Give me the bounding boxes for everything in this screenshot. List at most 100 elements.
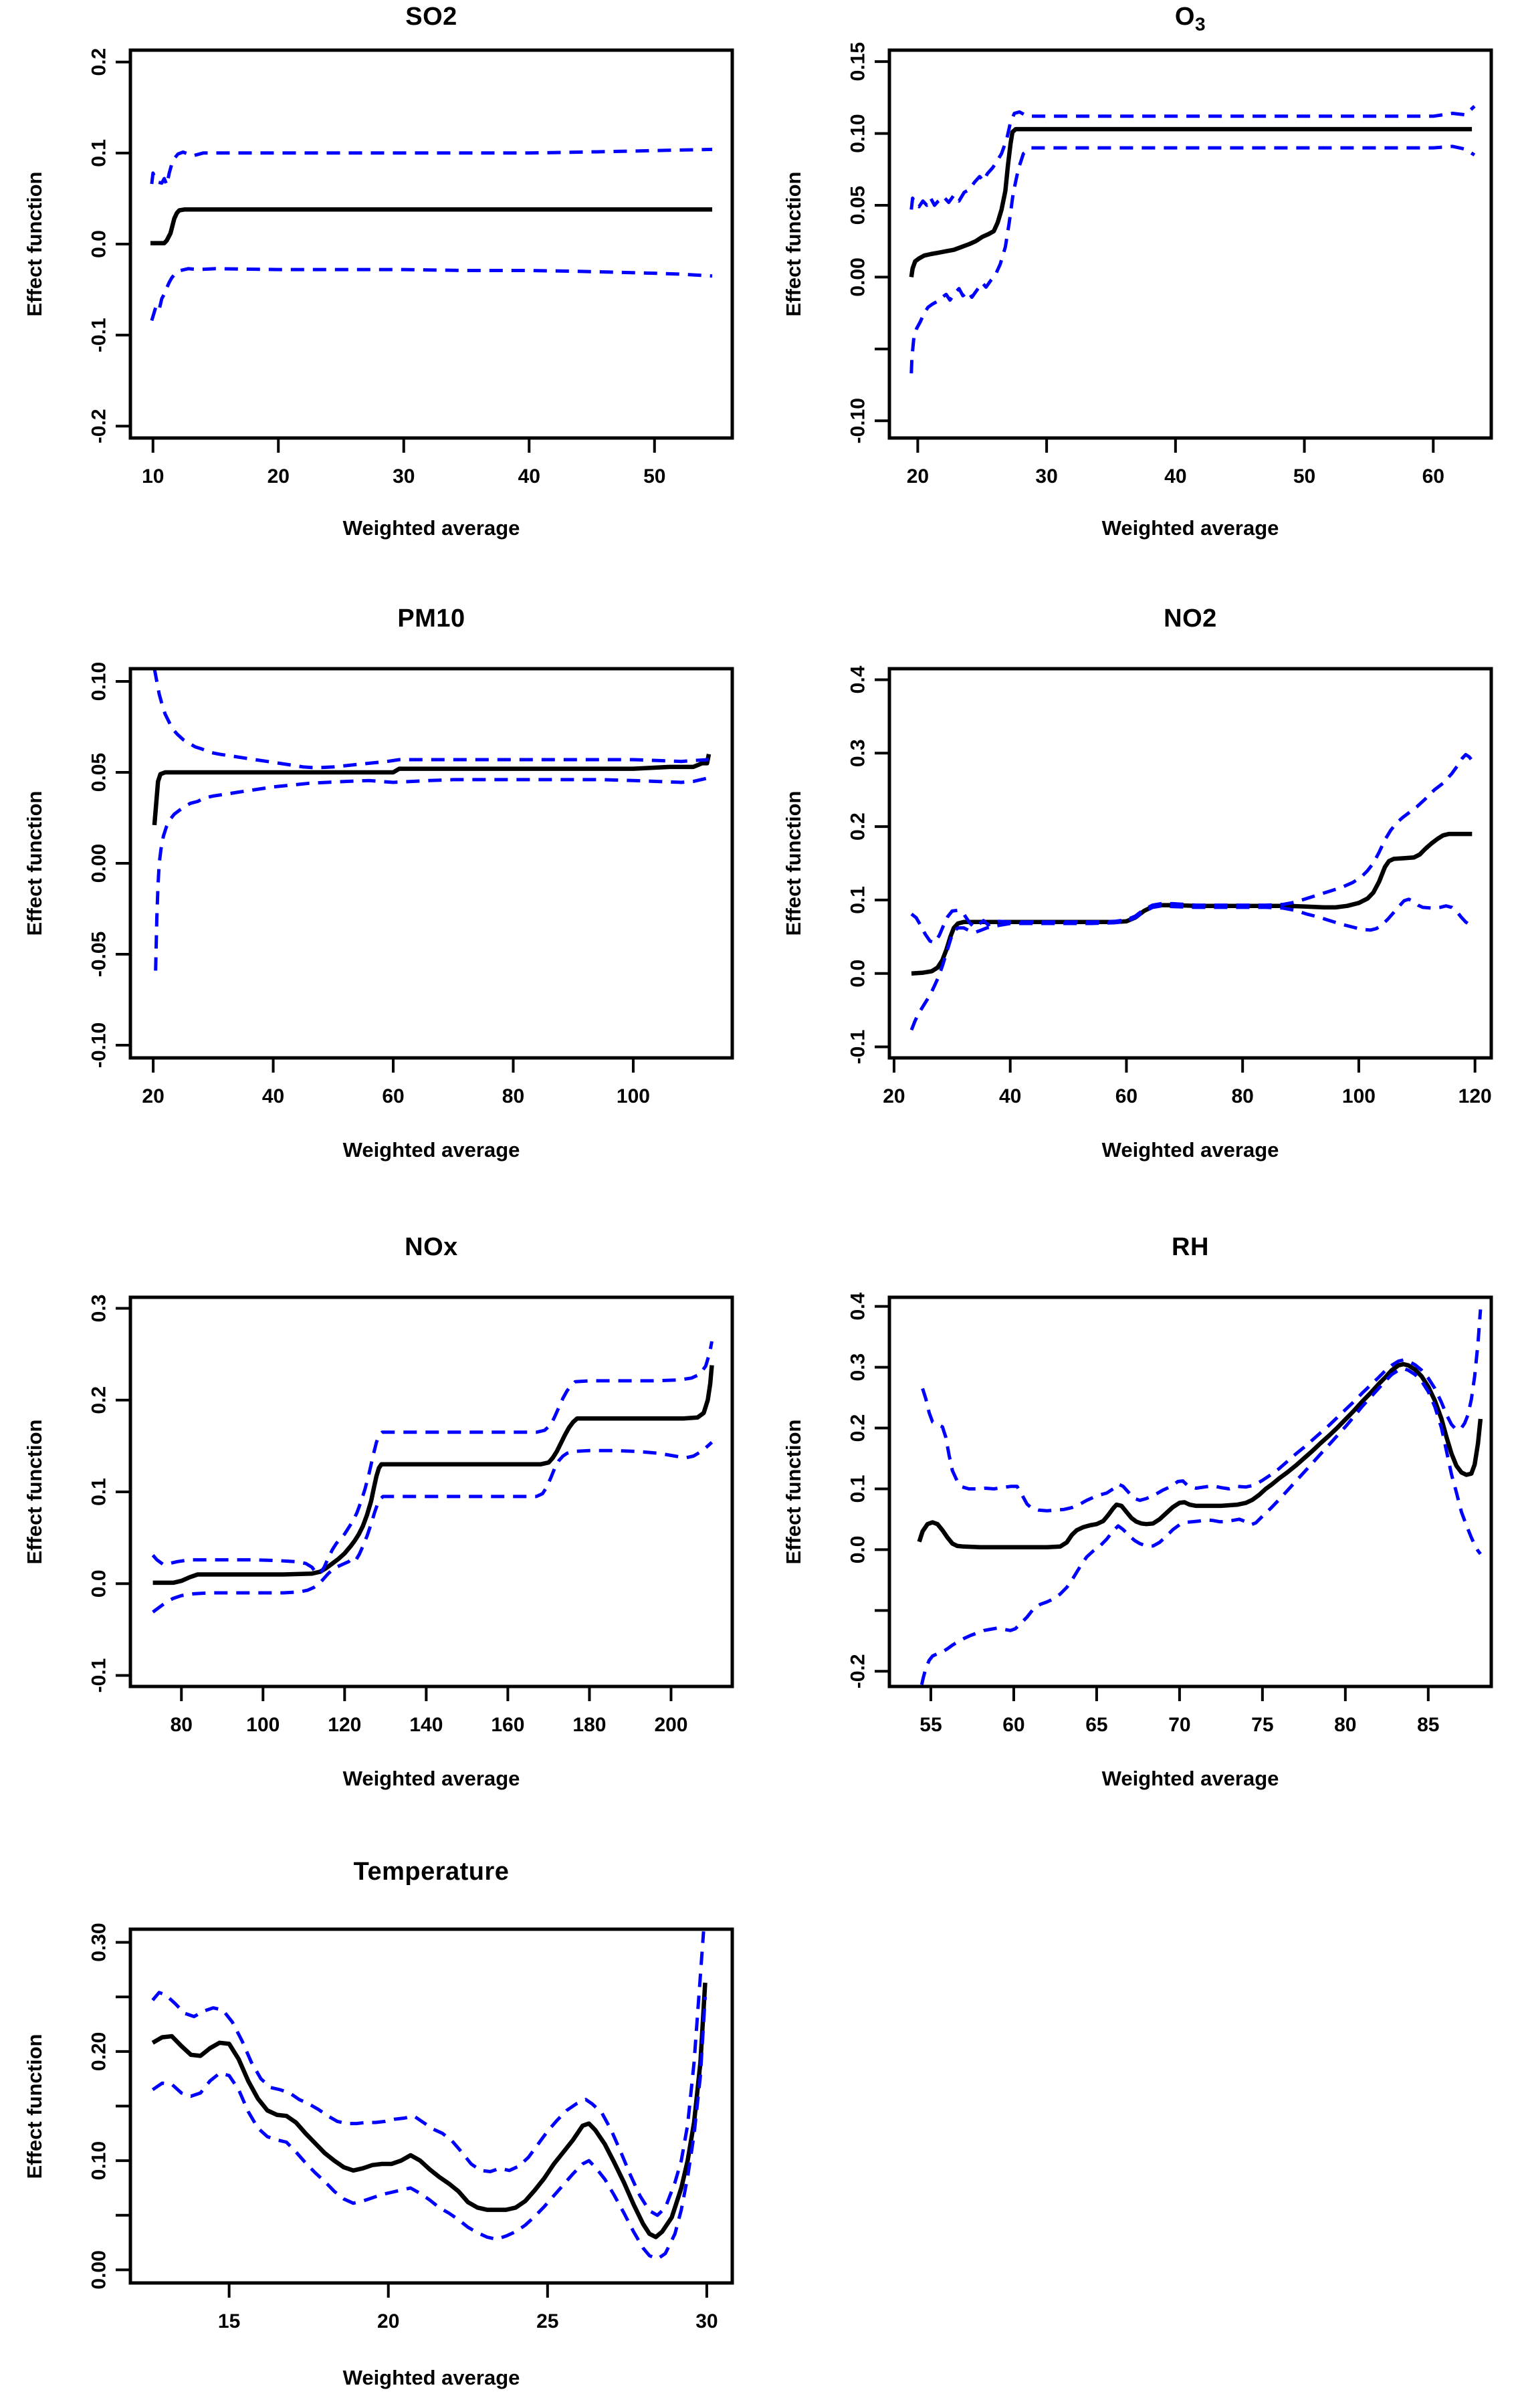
x-tick-label: 25 bbox=[536, 2310, 558, 2332]
x-tick-label: 140 bbox=[409, 1714, 443, 1736]
x-tick-label: 15 bbox=[218, 2310, 240, 2332]
o3-plot: 20 30 40 50 60 -0.10 0.00 0.05 0.10 0.15 bbox=[847, 42, 1493, 487]
lower-confidence-line bbox=[909, 897, 1473, 1031]
y-axis-label: Effect function bbox=[23, 171, 46, 317]
axes: 55 60 65 70 75 80 85 -0.2 0.0 0.1 0.2 0.3 0.4 bbox=[847, 1292, 1440, 1736]
y-tick-label: 0.2 bbox=[847, 812, 869, 841]
x-tick-label: 75 bbox=[1251, 1714, 1273, 1736]
x-tick-label: 10 bbox=[142, 465, 164, 487]
series-group bbox=[151, 1341, 714, 1614]
chart-title: NOx bbox=[130, 1233, 732, 1266]
effect-estimate-line bbox=[909, 126, 1473, 278]
temperature-plot: 15 20 25 30 0.00 0.10 0.20 0.30 bbox=[88, 1923, 734, 2332]
y-tick-label: 0.2 bbox=[88, 48, 110, 76]
y-tick-label: 0.0 bbox=[847, 960, 869, 988]
effect-estimate-line bbox=[152, 1365, 714, 1585]
plot-box bbox=[128, 667, 734, 1060]
y-axis-label: Effect function bbox=[23, 2034, 46, 2179]
x-axis-label: Weighted average bbox=[342, 1767, 520, 1790]
y-tick-label: 0.2 bbox=[88, 1386, 110, 1414]
x-axis-label: Weighted average bbox=[1101, 1138, 1279, 1162]
chart-title-text: NOx bbox=[405, 1233, 458, 1261]
axes: 20 30 40 50 60 -0.10 0.00 0.05 0.10 0.15 bbox=[847, 42, 1444, 487]
lower-confidence-line bbox=[909, 144, 1476, 374]
chart-title-text: SO2 bbox=[405, 3, 457, 31]
chart-title: NO2 bbox=[889, 605, 1491, 637]
x-axis-label: Weighted average bbox=[1101, 516, 1279, 540]
x-tick-label: 40 bbox=[262, 1085, 284, 1107]
x-tick-label: 120 bbox=[1458, 1085, 1492, 1107]
plot-box bbox=[128, 1295, 734, 1688]
y-tick-label: 0.0 bbox=[847, 1536, 869, 1564]
x-tick-label: 160 bbox=[491, 1714, 524, 1736]
x-tick-label: 30 bbox=[695, 2310, 718, 2332]
x-tick-label: 40 bbox=[518, 465, 540, 487]
y-tick-label: 0.0 bbox=[88, 230, 110, 258]
lower-confidence-line bbox=[919, 1366, 1482, 1685]
x-tick-label: 60 bbox=[1002, 1714, 1024, 1736]
y-tick-label: -0.10 bbox=[847, 398, 869, 443]
chart-title-subscript: 3 bbox=[1194, 13, 1206, 35]
x-tick-label: 60 bbox=[1115, 1085, 1137, 1107]
x-tick-label: 40 bbox=[1164, 465, 1186, 487]
series-group bbox=[909, 753, 1474, 1031]
y-axis-label: Effect function bbox=[782, 1419, 805, 1565]
axes: 20 40 60 80 100 -0.10 -0.05 0.00 0.05 0.10 bbox=[88, 662, 650, 1107]
x-axis-label: Weighted average bbox=[342, 1138, 520, 1162]
x-tick-label: 80 bbox=[1231, 1085, 1253, 1107]
y-tick-label: 0.05 bbox=[847, 186, 869, 225]
x-tick-label: 85 bbox=[1417, 1714, 1439, 1736]
x-tick-label: 60 bbox=[382, 1085, 404, 1107]
so2-plot: 10 20 30 40 50 -0.2 -0.1 0.0 0.1 0.2 bbox=[88, 48, 734, 487]
chart-title: SO2 bbox=[130, 3, 732, 35]
x-tick-label: 20 bbox=[142, 1085, 164, 1107]
y-tick-label: 0.00 bbox=[88, 2250, 110, 2289]
x-tick-label: 80 bbox=[171, 1714, 193, 1736]
effect-estimate-line bbox=[152, 754, 712, 826]
y-tick-label: 0.00 bbox=[847, 257, 869, 296]
pm10-plot: 20 40 60 80 100 -0.10 -0.05 0.00 0.05 0.10 bbox=[88, 662, 734, 1107]
upper-confidence-line bbox=[151, 1931, 706, 2217]
axes: 10 20 30 40 50 -0.2 -0.1 0.0 0.1 0.2 bbox=[88, 48, 666, 487]
y-tick-label: 0.10 bbox=[88, 2141, 110, 2180]
x-tick-label: 50 bbox=[643, 465, 665, 487]
series-group bbox=[917, 1309, 1483, 1685]
axes: 15 20 25 30 0.00 0.10 0.20 0.30 bbox=[88, 1923, 718, 2332]
panel-pm10: 20 40 60 80 100 -0.10 -0.05 0.00 0.05 0.10 PM10 E… bbox=[0, 562, 759, 1190]
y-tick-label: 0.4 bbox=[847, 665, 869, 693]
panel-so2: 10 20 30 40 50 -0.2 -0.1 0.0 0.1 0.2 SO2 Effect f… bbox=[0, 0, 759, 562]
x-tick-label: 80 bbox=[502, 1085, 524, 1107]
upper-confidence-line bbox=[152, 668, 710, 770]
y-tick-label: -0.1 bbox=[847, 1030, 869, 1065]
y-axis-label: Effect function bbox=[23, 790, 46, 936]
effect-estimate-line bbox=[150, 207, 712, 245]
chart-title: RH bbox=[889, 1233, 1491, 1266]
x-axis-label: Weighted average bbox=[342, 2366, 520, 2389]
x-tick-label: 70 bbox=[1168, 1714, 1190, 1736]
x-tick-label: 200 bbox=[654, 1714, 687, 1736]
plot-box bbox=[128, 48, 734, 440]
y-tick-label: 0.0 bbox=[88, 1569, 110, 1598]
y-tick-label: -0.1 bbox=[88, 1658, 110, 1693]
panel-o3: 20 30 40 50 60 -0.10 0.00 0.05 0.10 0.15 O3 Effec… bbox=[759, 0, 1518, 562]
upper-confidence-line bbox=[921, 1309, 1483, 1513]
series-group bbox=[150, 147, 713, 322]
y-tick-label: 0.30 bbox=[88, 1923, 110, 1961]
y-tick-label: 0.00 bbox=[88, 844, 110, 883]
upper-confidence-line bbox=[151, 1341, 714, 1575]
x-tick-label: 60 bbox=[1422, 465, 1444, 487]
chart-title-text: NO2 bbox=[1164, 605, 1217, 633]
y-tick-label: 0.1 bbox=[88, 139, 110, 167]
y-tick-label: -0.2 bbox=[88, 409, 110, 443]
y-tick-label: 0.1 bbox=[88, 1478, 110, 1506]
x-tick-label: 120 bbox=[328, 1714, 361, 1736]
series-group bbox=[152, 668, 712, 971]
upper-confidence-line bbox=[909, 104, 1476, 210]
lower-confidence-line bbox=[152, 1441, 714, 1614]
chart-title-text: PM10 bbox=[397, 605, 465, 633]
panel-no2: 20 40 60 80 100 120 -0.1 0.0 0.1 0.2 0.3 0.4 NO2 Ef… bbox=[759, 562, 1518, 1190]
nox-plot: 80 100 120 140 160 180 200 -0.1 0.0 0.1 0.2 0.3 bbox=[88, 1295, 734, 1736]
series-group bbox=[909, 104, 1476, 374]
y-tick-label: -0.05 bbox=[88, 932, 110, 977]
